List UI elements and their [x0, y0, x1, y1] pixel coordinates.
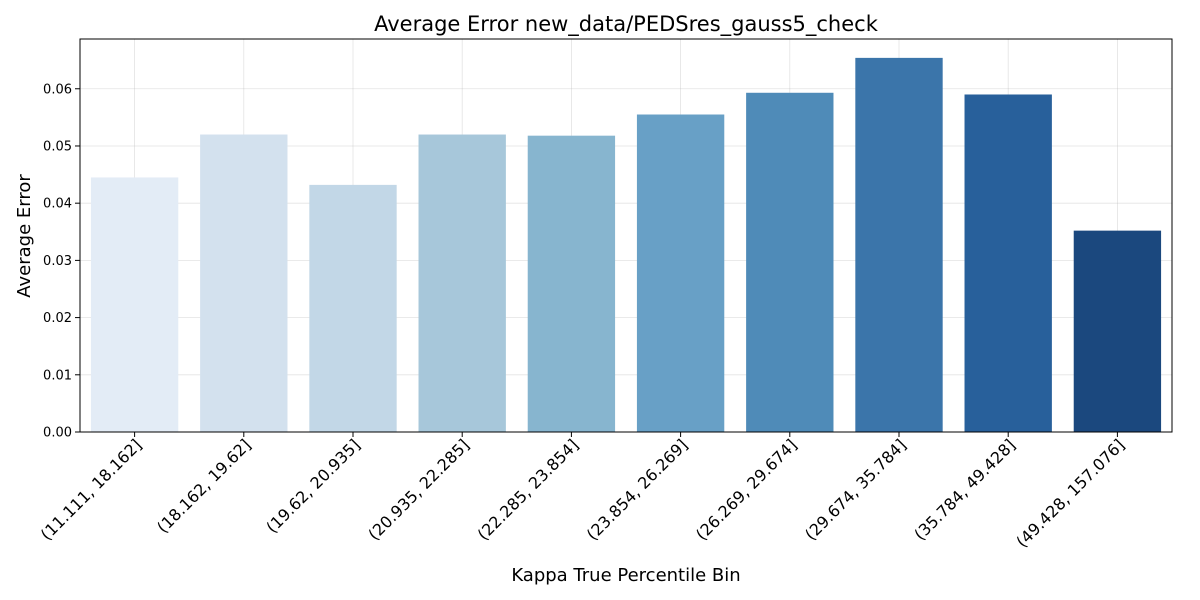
x-axis-label: Kappa True Percentile Bin — [511, 565, 740, 586]
x-axis-ticks: (11.111, 18.162] (18.162, 19.62] (19.62, 2… — [37, 432, 1128, 551]
x-tick-label: (22.285, 23.854] — [474, 435, 583, 544]
bar-1 — [90, 177, 179, 432]
bar-5 — [527, 135, 616, 432]
x-tick-label: (19.62, 20.935] — [262, 435, 363, 536]
bar-10 — [1073, 230, 1162, 432]
y-tick-label: 0.02 — [43, 311, 72, 326]
y-tick-label: 0.00 — [43, 426, 72, 441]
y-axis-label: Average Error — [14, 174, 35, 298]
bar-7 — [746, 92, 834, 433]
bar-6 — [636, 114, 725, 432]
plot-frame — [79, 38, 1173, 433]
bar-8 — [855, 57, 943, 433]
bar-2 — [200, 134, 288, 432]
x-tick-label: (29.674, 35.784] — [801, 435, 910, 544]
bar-9 — [964, 94, 1052, 433]
x-tick-label: (26.269, 29.674] — [692, 435, 801, 544]
chart-title: Average Error new_data/PEDSres_gauss5_ch… — [374, 12, 879, 37]
bar-3 — [309, 184, 397, 432]
x-tick-label: (20.935, 22.285] — [364, 435, 473, 544]
y-tick-label: 0.01 — [43, 368, 72, 383]
x-tick-label: (49.428, 157.076] — [1012, 435, 1128, 551]
y-tick-label: 0.04 — [43, 197, 72, 212]
bars — [90, 57, 1162, 433]
x-tick-label: (18.162, 19.62] — [153, 435, 254, 536]
x-tick-label: (35.784, 49.428] — [910, 435, 1019, 544]
y-tick-label: 0.05 — [43, 139, 72, 154]
bar-4 — [418, 134, 506, 432]
x-tick-label: (11.111, 18.162] — [37, 435, 146, 544]
y-tick-label: 0.03 — [43, 254, 72, 269]
x-tick-label: (23.854, 26.269] — [583, 435, 692, 544]
y-tick-label: 0.06 — [43, 82, 72, 97]
y-axis-ticks: 0.00 0.01 0.02 0.03 0.04 0.05 0.06 — [43, 82, 80, 441]
